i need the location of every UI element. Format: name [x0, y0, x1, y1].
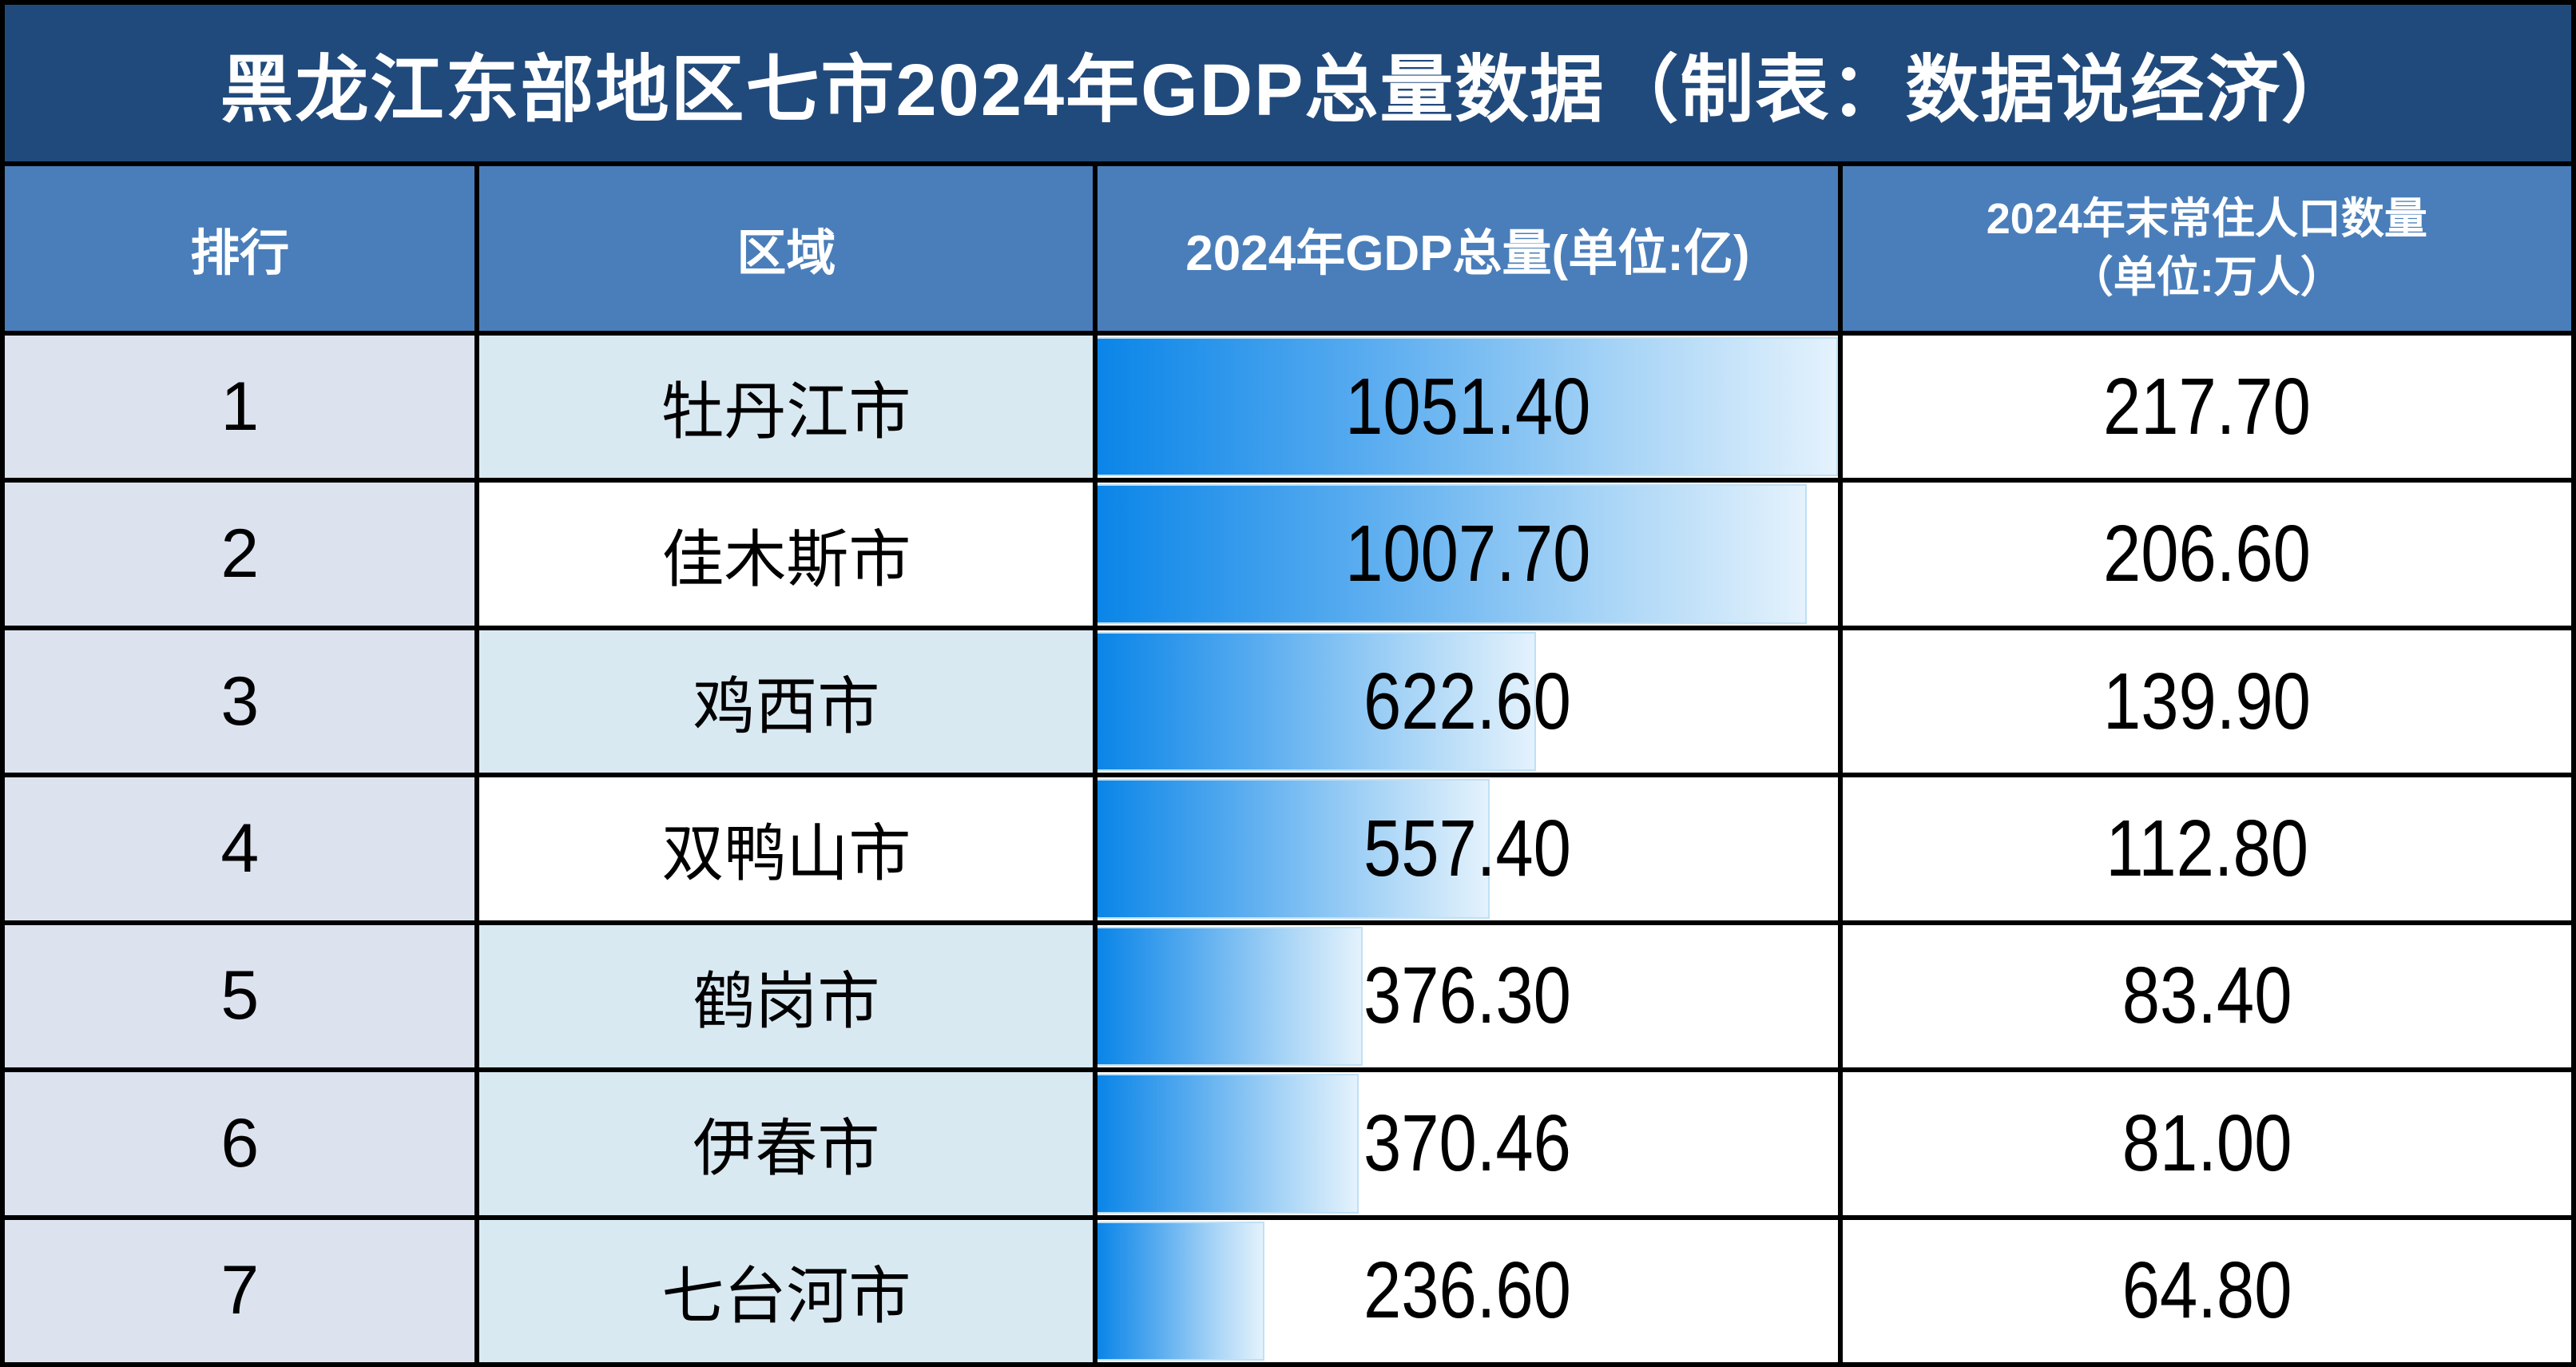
region-cell: 鹤岗市 — [479, 924, 1094, 1068]
population-cell: 217.70 — [1842, 336, 2571, 479]
gdp-value: 622.60 — [1363, 656, 1572, 746]
column-header-rank: 排行 — [5, 166, 475, 331]
population-value: 83.40 — [2122, 951, 2292, 1041]
region-name: 牡丹江市 — [661, 376, 911, 447]
gdp-value: 557.40 — [1363, 803, 1572, 893]
column-header-population-line2: （单位:万人） — [2070, 253, 2344, 301]
gdp-data-bar — [1097, 1074, 1359, 1214]
population-cell: 81.00 — [1842, 1072, 2571, 1215]
population-value: 206.60 — [2102, 509, 2311, 599]
region-name: 七台河市 — [661, 1260, 911, 1331]
gdp-data-bar — [1097, 484, 1808, 624]
rank-cell: 6 — [5, 1072, 475, 1215]
column-header-region: 区域 — [479, 166, 1094, 331]
rank-value: 5 — [220, 957, 260, 1035]
column-header-rank-label: 排行 — [190, 226, 290, 281]
rank-value: 3 — [220, 662, 260, 740]
gdp-cell: 557.40 — [1097, 777, 1838, 920]
gdp-data-bar — [1097, 337, 1838, 477]
population-value: 217.70 — [2102, 361, 2311, 451]
gdp-value: 1007.70 — [1344, 509, 1591, 599]
gdp-cell: 236.60 — [1097, 1219, 1838, 1362]
data-table: 排行 区域 2024年GDP总量(单位:亿) 2024年末常住人口数量 （单位:… — [5, 166, 2571, 1362]
population-value: 64.80 — [2122, 1246, 2292, 1336]
gdp-data-bar — [1097, 779, 1490, 919]
gdp-cell: 1007.70 — [1097, 483, 1838, 626]
rank-value: 7 — [220, 1252, 260, 1329]
gdp-data-bar — [1097, 631, 1536, 772]
population-value: 139.90 — [2102, 656, 2311, 746]
population-cell: 112.80 — [1842, 777, 2571, 920]
region-name: 佳木斯市 — [661, 523, 911, 594]
population-value: 112.80 — [2105, 803, 2308, 893]
gdp-cell: 376.30 — [1097, 924, 1838, 1068]
gdp-data-bar — [1097, 1221, 1264, 1361]
region-cell: 牡丹江市 — [479, 336, 1094, 479]
gdp-value: 376.30 — [1363, 951, 1572, 1041]
rank-cell: 1 — [5, 336, 475, 479]
region-cell: 七台河市 — [479, 1219, 1094, 1362]
column-header-gdp-label: 2024年GDP总量(单位:亿) — [1185, 226, 1750, 281]
column-header-population-line1: 2024年末常住人口数量 — [1986, 195, 2427, 244]
region-name: 鹤岗市 — [693, 965, 880, 1036]
rank-value: 4 — [220, 809, 260, 887]
rank-cell: 7 — [5, 1219, 475, 1362]
column-header-population: 2024年末常住人口数量 （单位:万人） — [1842, 166, 2571, 331]
region-cell: 伊春市 — [479, 1072, 1094, 1215]
gdp-cell: 1051.40 — [1097, 336, 1838, 479]
rank-cell: 3 — [5, 630, 475, 773]
gdp-cell: 370.46 — [1097, 1072, 1838, 1215]
region-cell: 鸡西市 — [479, 630, 1094, 773]
gdp-value: 1051.40 — [1344, 361, 1591, 451]
region-name: 鸡西市 — [693, 671, 880, 742]
population-cell: 64.80 — [1842, 1219, 2571, 1362]
gdp-value: 236.60 — [1363, 1246, 1572, 1336]
gdp-data-bar — [1097, 926, 1363, 1067]
population-cell: 83.40 — [1842, 924, 2571, 1068]
population-cell: 206.60 — [1842, 483, 2571, 626]
gdp-value: 370.46 — [1363, 1098, 1572, 1188]
rank-value: 2 — [220, 515, 260, 593]
region-cell: 佳木斯市 — [479, 483, 1094, 626]
gdp-cell: 622.60 — [1097, 630, 1838, 773]
region-cell: 双鸭山市 — [479, 777, 1094, 920]
population-value: 81.00 — [2122, 1098, 2292, 1188]
rank-value: 6 — [220, 1104, 260, 1182]
column-header-region-label: 区域 — [736, 226, 836, 281]
page-title: 黑龙江东部地区七市2024年GDP总量数据（制表：数据说经济） — [5, 5, 2571, 161]
column-header-gdp: 2024年GDP总量(单位:亿) — [1097, 166, 1838, 331]
rank-value: 1 — [220, 368, 260, 445]
column-header-population-label: 2024年末常住人口数量 （单位:万人） — [1987, 190, 2427, 307]
rank-cell: 5 — [5, 924, 475, 1068]
region-name: 双鸭山市 — [661, 818, 911, 889]
region-name: 伊春市 — [693, 1113, 880, 1184]
rank-cell: 4 — [5, 777, 475, 920]
rank-cell: 2 — [5, 483, 475, 626]
population-cell: 139.90 — [1842, 630, 2571, 773]
